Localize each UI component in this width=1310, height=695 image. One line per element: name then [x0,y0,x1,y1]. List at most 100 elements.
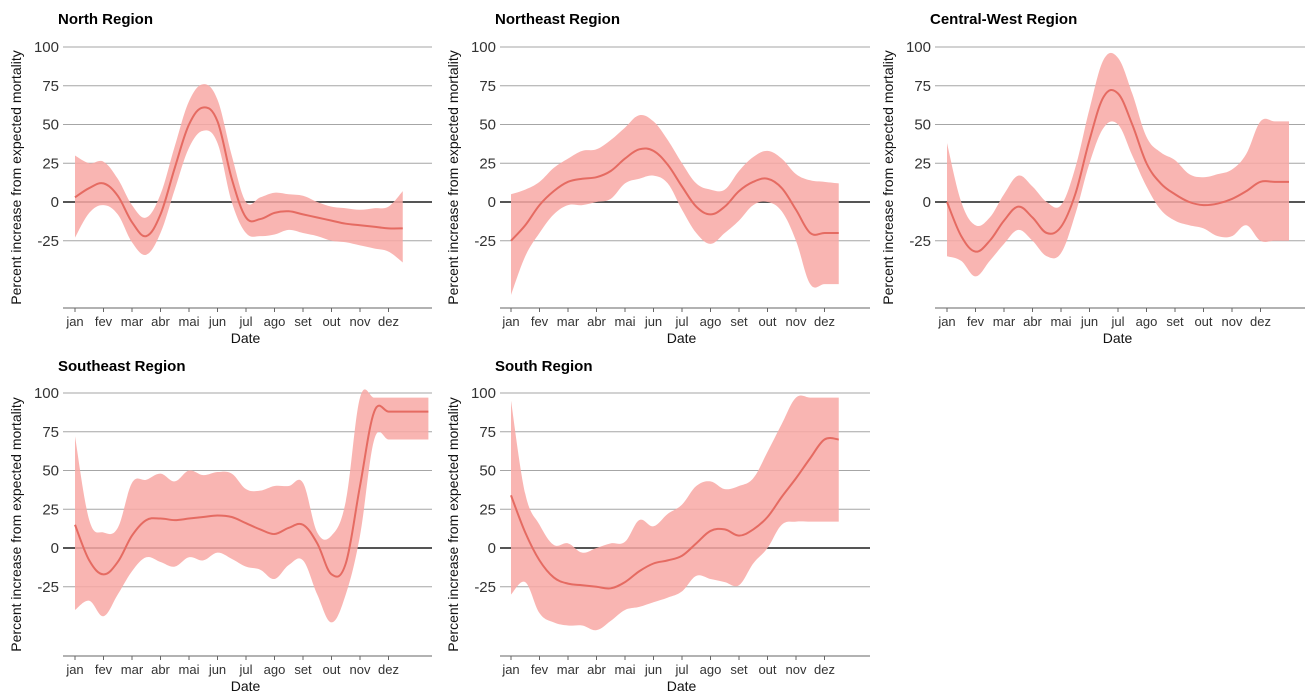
x-tick-label: fev [95,662,113,677]
y-axis-title: Percent increase from expected mortality [8,50,24,304]
x-tick-label: abr [587,314,606,329]
x-tick-label: abr [1023,314,1042,329]
x-tick-label: set [730,662,748,677]
y-tick-label: 100 [34,39,59,56]
x-tick-label: dez [378,314,399,329]
x-tick-label: mar [557,314,580,329]
x-tick-label: mar [557,662,580,677]
y-tick-label: -25 [909,233,931,250]
x-tick-label: mai [179,662,200,677]
x-tick-label: out [322,314,340,329]
panel-title: Central-West Region [930,11,1077,28]
panel-5: South Region 100 75 50 25 0 -25 jan fev mar abr mai… [445,358,870,694]
x-tick-label: fev [967,314,985,329]
panel-2: Northeast Region 100 75 50 25 0 -25 jan fev mar ab… [445,11,870,346]
x-tick-label: set [294,314,312,329]
x-tick-label: set [1166,314,1184,329]
x-tick-label: abr [587,662,606,677]
x-tick-label: mai [1051,314,1072,329]
y-tick-label: 50 [479,117,496,134]
x-tick-label: mai [179,314,200,329]
y-tick-label: 0 [488,540,496,557]
x-tick-label: dez [1250,314,1271,329]
x-tick-label: jun [644,314,662,329]
x-tick-label: dez [814,662,835,677]
x-axis-title: Date [667,330,697,346]
x-tick-label: mai [615,314,636,329]
y-tick-label: -25 [37,233,59,250]
x-tick-label: jan [65,314,83,329]
panel-title: North Region [58,11,153,28]
y-tick-label: 50 [479,463,496,480]
x-tick-label: jan [501,314,519,329]
y-tick-label: 50 [914,117,931,134]
x-tick-label: out [758,662,776,677]
y-axis-title: Percent increase from expected mortality [445,50,461,304]
x-tick-label: abr [151,314,170,329]
x-tick-label: mar [121,662,144,677]
y-tick-label: 75 [914,78,931,95]
y-tick-label: 0 [51,540,59,557]
x-axis-title: Date [667,678,697,694]
series-line [510,437,839,590]
x-tick-label: ago [700,314,722,329]
x-tick-label: dez [814,314,835,329]
x-tick-label: ago [264,662,286,677]
y-tick-label: -25 [474,579,496,596]
panel-4: Southeast Region 100 75 50 25 0 -25 jan fev mar ab… [8,358,432,694]
x-tick-label: set [294,662,312,677]
x-tick-label: jul [1110,314,1124,329]
series-line [946,89,1289,253]
x-tick-label: mar [121,314,144,329]
y-tick-label: 50 [42,463,59,480]
y-tick-label: 0 [923,194,931,211]
x-tick-label: jul [238,662,252,677]
y-tick-label: 25 [479,501,496,518]
x-tick-label: set [730,314,748,329]
y-tick-label: -25 [474,233,496,250]
confidence-band [75,389,429,623]
x-tick-label: jun [208,662,226,677]
x-tick-label: fev [531,662,549,677]
x-tick-label: jul [238,314,252,329]
confidence-band [947,52,1289,277]
x-tick-label: jan [65,662,83,677]
series-line [74,404,429,578]
panel-title: Northeast Region [495,11,620,28]
x-tick-label: out [1194,314,1212,329]
x-tick-label: jun [1080,314,1098,329]
confidence-band [75,84,403,263]
x-tick-label: jan [937,314,955,329]
x-tick-label: out [322,662,340,677]
x-tick-label: jun [208,314,226,329]
y-tick-label: 25 [42,501,59,518]
y-tick-label: 100 [471,385,496,402]
x-axis-title: Date [231,330,261,346]
y-tick-label: 75 [479,424,496,441]
x-tick-label: nov [786,662,807,677]
x-tick-label: nov [1222,314,1243,329]
panel-title: South Region [495,358,593,375]
x-tick-label: mar [993,314,1016,329]
y-tick-label: 75 [42,424,59,441]
x-tick-label: nov [350,662,371,677]
y-tick-label: 75 [42,78,59,95]
confidence-band [511,114,839,295]
x-tick-label: nov [350,314,371,329]
x-tick-label: fev [95,314,113,329]
y-tick-label: 25 [479,155,496,172]
y-tick-label: 100 [34,385,59,402]
x-tick-label: ago [700,662,722,677]
x-tick-label: fev [531,314,549,329]
x-axis-title: Date [1103,330,1133,346]
y-tick-label: 100 [471,39,496,56]
x-tick-label: out [758,314,776,329]
y-tick-label: -25 [37,579,59,596]
panel-1: North Region 100 75 50 25 0 -25 jan fev mar abr mai… [8,11,432,346]
y-tick-label: 25 [914,155,931,172]
x-tick-label: dez [378,662,399,677]
x-tick-label: mai [615,662,636,677]
y-tick-label: 50 [42,117,59,134]
